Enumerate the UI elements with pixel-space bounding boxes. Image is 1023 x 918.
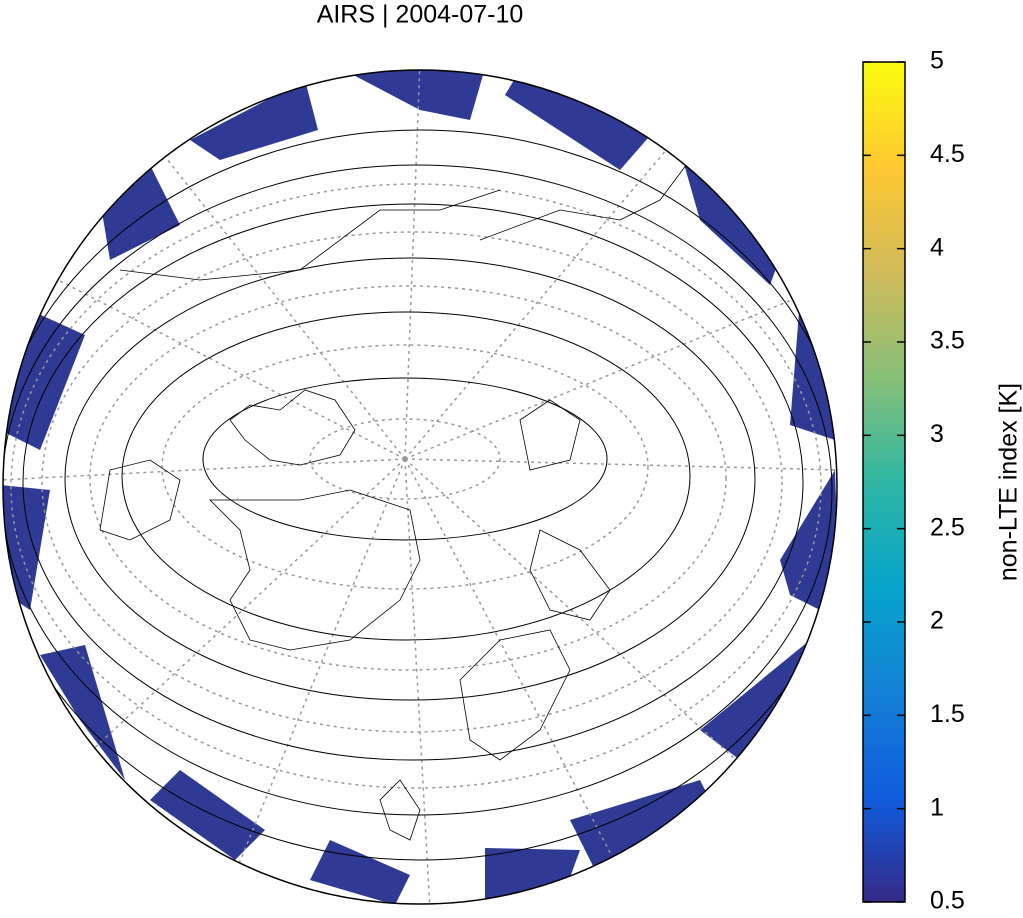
graticule-line [10,183,822,789]
coastline [379,779,421,841]
swath [310,840,410,904]
graticule-line [161,344,649,590]
tick-label: 1.5 [930,700,965,728]
swath [780,470,837,620]
graticule-line [404,70,421,460]
colorbar: non-LTE index [K] 0.5 1 1.5 2 2.5 3 3.5 4 4.5 5 [862,47,1023,915]
swath [340,70,485,120]
coastlines [99,159,691,841]
swath [700,640,820,760]
tick-label: 5 [930,47,944,75]
map-title: AIRS | 2004-07-10 [317,1,524,29]
graticule-line [404,458,641,904]
graticule-line [89,285,727,671]
tick-label: 4 [930,233,944,261]
globe [3,70,837,904]
coastline [459,629,571,761]
swath [40,645,125,780]
swath [3,310,85,450]
tick-label: 1 [930,793,944,821]
graticule-line [404,458,837,471]
graticule-line [404,458,781,801]
coastline [519,399,581,471]
coastline [119,189,501,281]
latitude-circle [64,257,756,701]
swath [150,770,265,860]
graticule-line [41,231,783,733]
coastline [479,159,691,241]
tick-label: 3.5 [930,327,965,355]
latitude-circles [3,129,837,861]
graticule-line [3,249,406,460]
latitude-circle [22,203,804,761]
latitude-circle [202,377,608,541]
swath [570,780,710,880]
tick-label: 3 [930,420,944,448]
latitude-circle [121,311,691,641]
coastline [209,489,421,651]
globe-outline [2,69,838,905]
swaths [3,70,837,904]
swath [190,80,318,160]
colorbar-label: non-LTE index [K] [995,383,1023,581]
latitude-circle [3,129,837,861]
graticule-line [404,458,431,904]
graticule-line [59,458,406,781]
graticule-line [309,418,501,500]
tick-label: 2 [930,607,944,635]
coastline [229,389,356,466]
coastline [99,459,181,541]
swath [505,70,655,170]
graticule-line [219,458,406,904]
graticule-line [404,279,837,460]
tick-label: 0.5 [930,887,965,913]
graticule-line [404,109,701,460]
coastline [529,529,611,621]
colorbar-body [862,61,906,903]
graticule [3,70,837,904]
graticule-line [3,458,406,481]
tick-label: 2.5 [930,513,965,541]
latitude-circle [3,164,833,816]
swath [100,165,180,260]
tick-label: 4.5 [930,140,965,168]
